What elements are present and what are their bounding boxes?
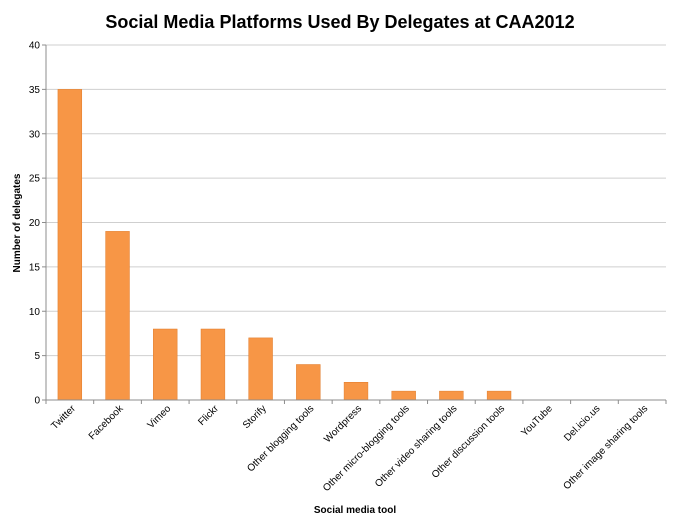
y-axis-ticks: 0 5 10 15 20 25 30 35 40 <box>29 41 46 407</box>
x-axis-title: Social media tool <box>314 505 396 516</box>
y-tick-label: 30 <box>29 129 41 140</box>
y-tick-label: 25 <box>29 174 41 185</box>
x-tick-label: Facebook <box>87 403 127 443</box>
y-tick-label: 5 <box>34 351 40 362</box>
y-tick-label: 40 <box>29 41 41 52</box>
bar <box>200 328 226 401</box>
x-tick-label: Wordpress <box>322 403 364 445</box>
bar <box>486 390 512 401</box>
bar <box>153 328 178 401</box>
gridlines <box>46 44 666 357</box>
x-tick-label: Other image sharing tools <box>562 403 651 492</box>
x-tick-label: Del.icio.us <box>562 403 602 443</box>
axes <box>45 45 666 401</box>
bar <box>343 382 369 401</box>
bars <box>57 89 512 401</box>
x-tick-label: Vimeo <box>146 403 174 431</box>
bar <box>391 390 416 401</box>
x-tick-label: YouTube <box>519 403 555 439</box>
y-tick-label: 15 <box>29 262 41 273</box>
bar <box>296 364 321 401</box>
x-tick-label: Twitter <box>49 403 78 432</box>
y-tick-label: 35 <box>29 85 41 96</box>
x-tick-label: Other video sharing tools <box>373 403 459 489</box>
y-tick-label: 20 <box>29 218 41 229</box>
chart-title: Social Media Platforms Used By Delegates… <box>105 12 574 32</box>
bar <box>439 390 464 401</box>
x-tick-label: Other micro-blogging tools <box>321 403 412 494</box>
y-tick-label: 10 <box>29 307 41 318</box>
bar <box>57 89 83 401</box>
bar <box>105 231 130 401</box>
x-tick-label: Storify <box>241 403 269 431</box>
x-tick-label: Flickr <box>196 403 221 428</box>
bar <box>248 337 273 401</box>
y-tick-label: 0 <box>34 396 40 407</box>
y-axis-title: Number of delegates <box>12 173 23 272</box>
